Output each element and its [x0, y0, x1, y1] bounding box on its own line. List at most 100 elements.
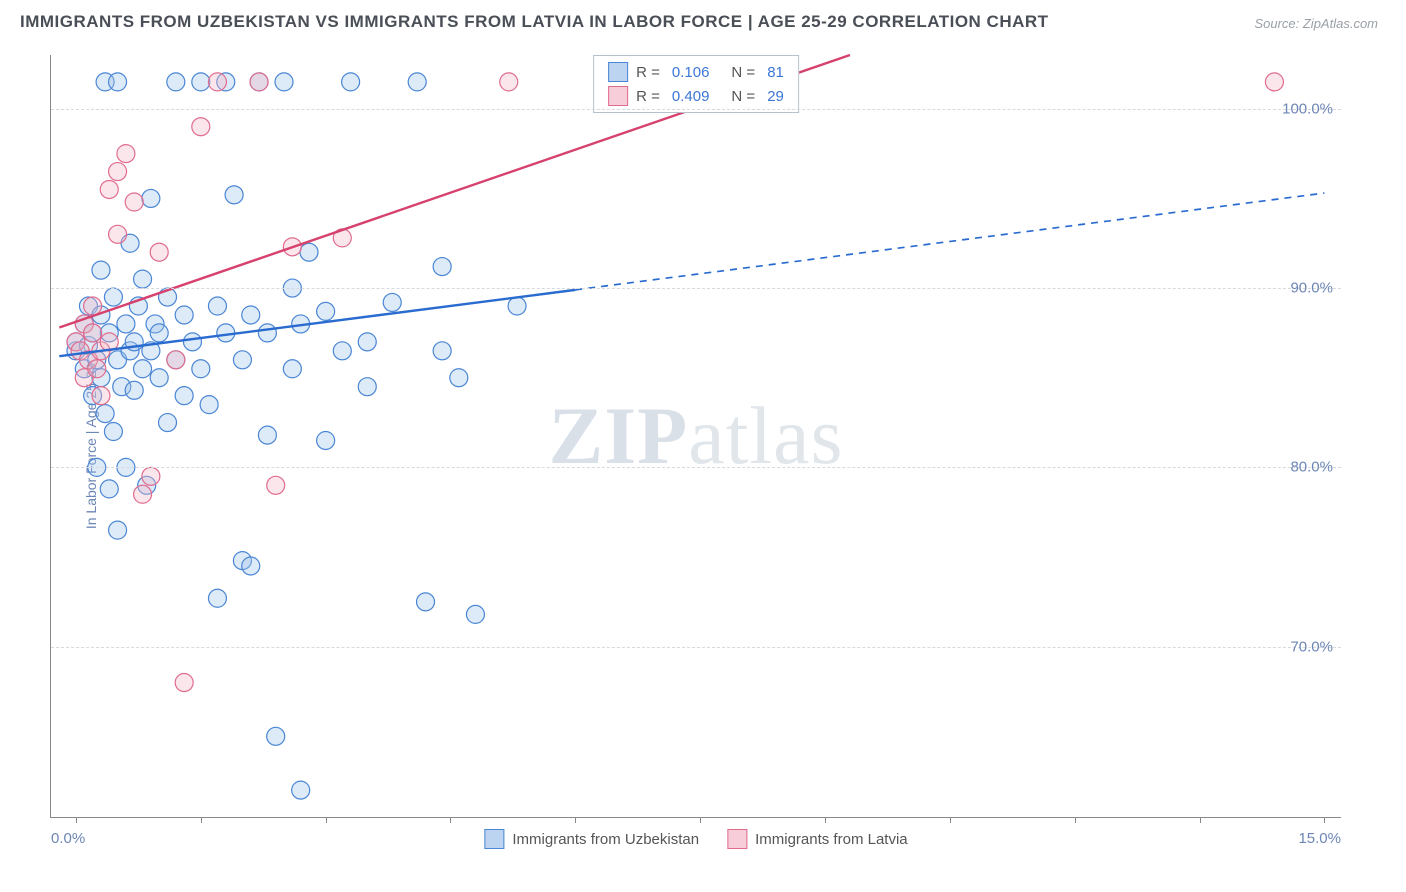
correlation-legend: R = 0.106 N = 81 R = 0.409 N = 29	[593, 55, 799, 113]
n-label: N =	[731, 88, 755, 105]
data-point	[104, 423, 122, 441]
data-point	[383, 293, 401, 311]
y-tick-label: 80.0%	[1290, 459, 1333, 476]
x-tick-mark	[950, 817, 951, 823]
n-value-latvia: 29	[767, 88, 784, 105]
x-tick-mark	[326, 817, 327, 823]
data-point	[84, 297, 102, 315]
legend-label: Immigrants from Latvia	[755, 831, 908, 848]
data-point	[88, 360, 106, 378]
data-point	[267, 476, 285, 494]
data-point	[167, 73, 185, 91]
data-point	[150, 243, 168, 261]
series-legend: Immigrants from Uzbekistan Immigrants fr…	[484, 829, 907, 849]
data-point	[500, 73, 518, 91]
data-point	[508, 297, 526, 315]
data-point	[134, 270, 152, 288]
trend-line-extension	[575, 193, 1324, 290]
data-point	[109, 225, 127, 243]
data-point	[233, 351, 251, 369]
y-tick-label: 100.0%	[1282, 100, 1333, 117]
r-label: R =	[636, 88, 660, 105]
legend-label: Immigrants from Uzbekistan	[512, 831, 699, 848]
legend-item-uzbekistan: Immigrants from Uzbekistan	[484, 829, 699, 849]
gridline	[51, 288, 1341, 289]
data-point	[150, 324, 168, 342]
data-point	[317, 431, 335, 449]
x-tick-mark	[700, 817, 701, 823]
data-point	[175, 674, 193, 692]
data-point	[433, 342, 451, 360]
data-point	[167, 351, 185, 369]
data-point	[125, 381, 143, 399]
data-point	[317, 302, 335, 320]
data-point	[183, 333, 201, 351]
swatch-uzbekistan	[484, 829, 504, 849]
data-point	[408, 73, 426, 91]
data-point	[134, 485, 152, 503]
chart-title: IMMIGRANTS FROM UZBEKISTAN VS IMMIGRANTS…	[20, 12, 1049, 32]
data-point	[208, 297, 226, 315]
data-point	[192, 118, 210, 136]
data-point	[258, 426, 276, 444]
data-point	[275, 73, 293, 91]
data-point	[258, 324, 276, 342]
data-point	[109, 73, 127, 91]
data-point	[192, 73, 210, 91]
data-point	[117, 145, 135, 163]
data-point	[208, 73, 226, 91]
data-point	[109, 163, 127, 181]
gridline	[51, 467, 1341, 468]
r-value-uzbekistan: 0.106	[672, 64, 710, 81]
data-point	[1265, 73, 1283, 91]
swatch-latvia	[608, 86, 628, 106]
data-point	[92, 387, 110, 405]
data-point	[109, 521, 127, 539]
source-attribution: Source: ZipAtlas.com	[1254, 16, 1378, 31]
data-point	[159, 414, 177, 432]
data-point	[358, 378, 376, 396]
r-label: R =	[636, 64, 660, 81]
data-point	[242, 557, 260, 575]
data-point	[267, 727, 285, 745]
data-point	[150, 369, 168, 387]
x-tick-mark	[1324, 817, 1325, 823]
x-tick-mark	[1200, 817, 1201, 823]
x-tick-mark	[450, 817, 451, 823]
legend-row-uzbekistan: R = 0.106 N = 81	[594, 60, 798, 84]
r-value-latvia: 0.409	[672, 88, 710, 105]
data-point	[450, 369, 468, 387]
data-point	[175, 387, 193, 405]
data-point	[100, 480, 118, 498]
data-point	[225, 186, 243, 204]
data-point	[292, 781, 310, 799]
data-point	[200, 396, 218, 414]
data-point	[342, 73, 360, 91]
data-point	[96, 405, 114, 423]
x-tick-mark	[201, 817, 202, 823]
n-label: N =	[731, 64, 755, 81]
data-point	[92, 261, 110, 279]
x-tick-mark	[825, 817, 826, 823]
x-tick-mark	[1075, 817, 1076, 823]
data-point	[142, 467, 160, 485]
chart-svg	[51, 55, 1341, 817]
data-point	[134, 360, 152, 378]
data-point	[417, 593, 435, 611]
data-point	[100, 180, 118, 198]
data-point	[466, 605, 484, 623]
data-point	[242, 306, 260, 324]
swatch-latvia	[727, 829, 747, 849]
data-point	[142, 189, 160, 207]
x-tick-label-min: 0.0%	[51, 830, 85, 847]
data-point	[283, 360, 301, 378]
plot-area: ZIPatlas R = 0.106 N = 81 R = 0.409 N = …	[50, 55, 1341, 818]
n-value-uzbekistan: 81	[767, 64, 784, 81]
data-point	[125, 193, 143, 211]
data-point	[192, 360, 210, 378]
swatch-uzbekistan	[608, 62, 628, 82]
data-point	[208, 589, 226, 607]
data-point	[250, 73, 268, 91]
data-point	[358, 333, 376, 351]
x-tick-mark	[76, 817, 77, 823]
